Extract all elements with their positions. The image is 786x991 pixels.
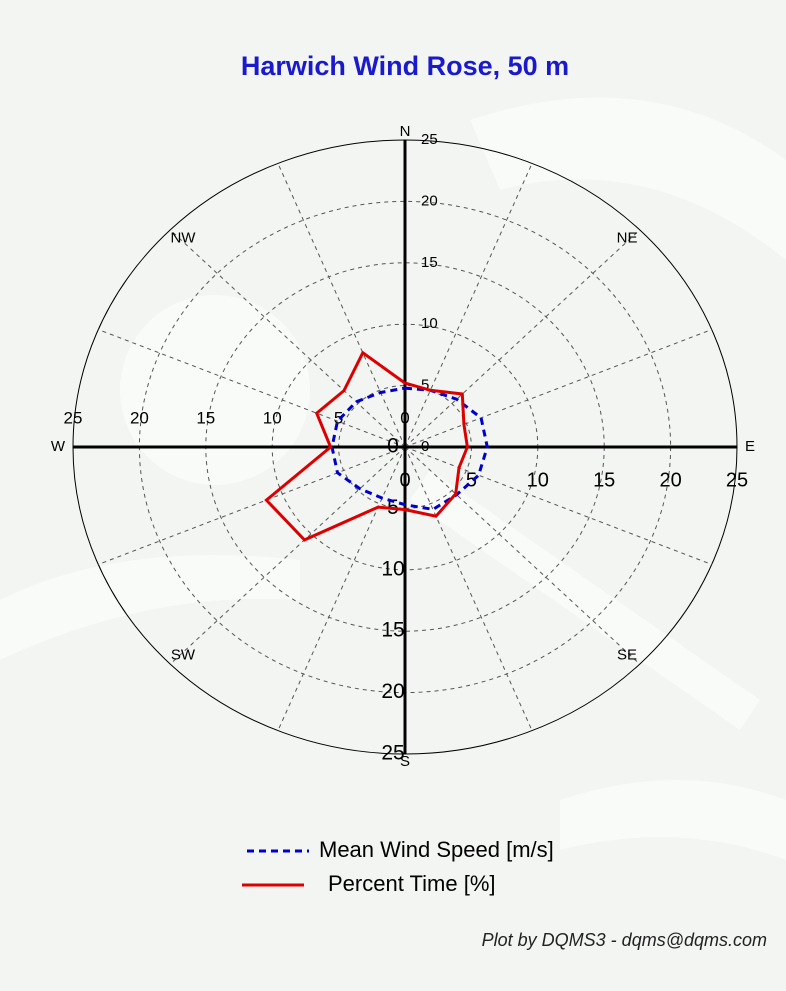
r-tick-label: 0: [399, 469, 410, 491]
direction-label: S: [400, 753, 410, 770]
r-tick-label: 20: [659, 469, 681, 491]
chart: Harwich Wind Rose, 50 m Plot by DQMS3 - …: [0, 0, 786, 991]
r-tick-label: 10: [381, 557, 404, 580]
r-tick-label: 10: [263, 408, 282, 427]
r-tick-label: 20: [381, 680, 404, 703]
r-tick-label: 25: [726, 469, 748, 491]
r-tick-label: 10: [527, 469, 549, 491]
r-tick-label: 10: [421, 315, 438, 332]
r-tick-label: 15: [196, 408, 215, 427]
r-tick-label: 25: [64, 408, 83, 427]
r-tick-label: 15: [593, 469, 615, 491]
credit: Plot by DQMS3 - dqms@dqms.com: [482, 930, 767, 950]
direction-label: SW: [171, 647, 196, 664]
r-tick-label: 20: [421, 192, 438, 209]
r-tick-label: 0: [387, 435, 399, 458]
r-tick-label: 5: [466, 469, 477, 491]
direction-label: W: [51, 438, 66, 455]
legend-label: Percent Time [%]: [328, 871, 496, 896]
r-tick-label: 15: [421, 254, 438, 271]
direction-label: NE: [617, 229, 638, 246]
r-tick-label: 0: [421, 438, 429, 455]
r-tick-label: 0: [400, 408, 409, 427]
direction-label: E: [745, 438, 755, 455]
r-tick-label: 20: [130, 408, 149, 427]
direction-label: SE: [617, 647, 637, 664]
chart-title: Harwich Wind Rose, 50 m: [241, 51, 569, 81]
direction-label: N: [400, 123, 411, 140]
r-tick-label: 15: [381, 619, 404, 642]
direction-label: NW: [170, 229, 196, 246]
legend-label: Mean Wind Speed [m/s]: [319, 837, 554, 862]
r-tick-label: 25: [421, 131, 438, 148]
